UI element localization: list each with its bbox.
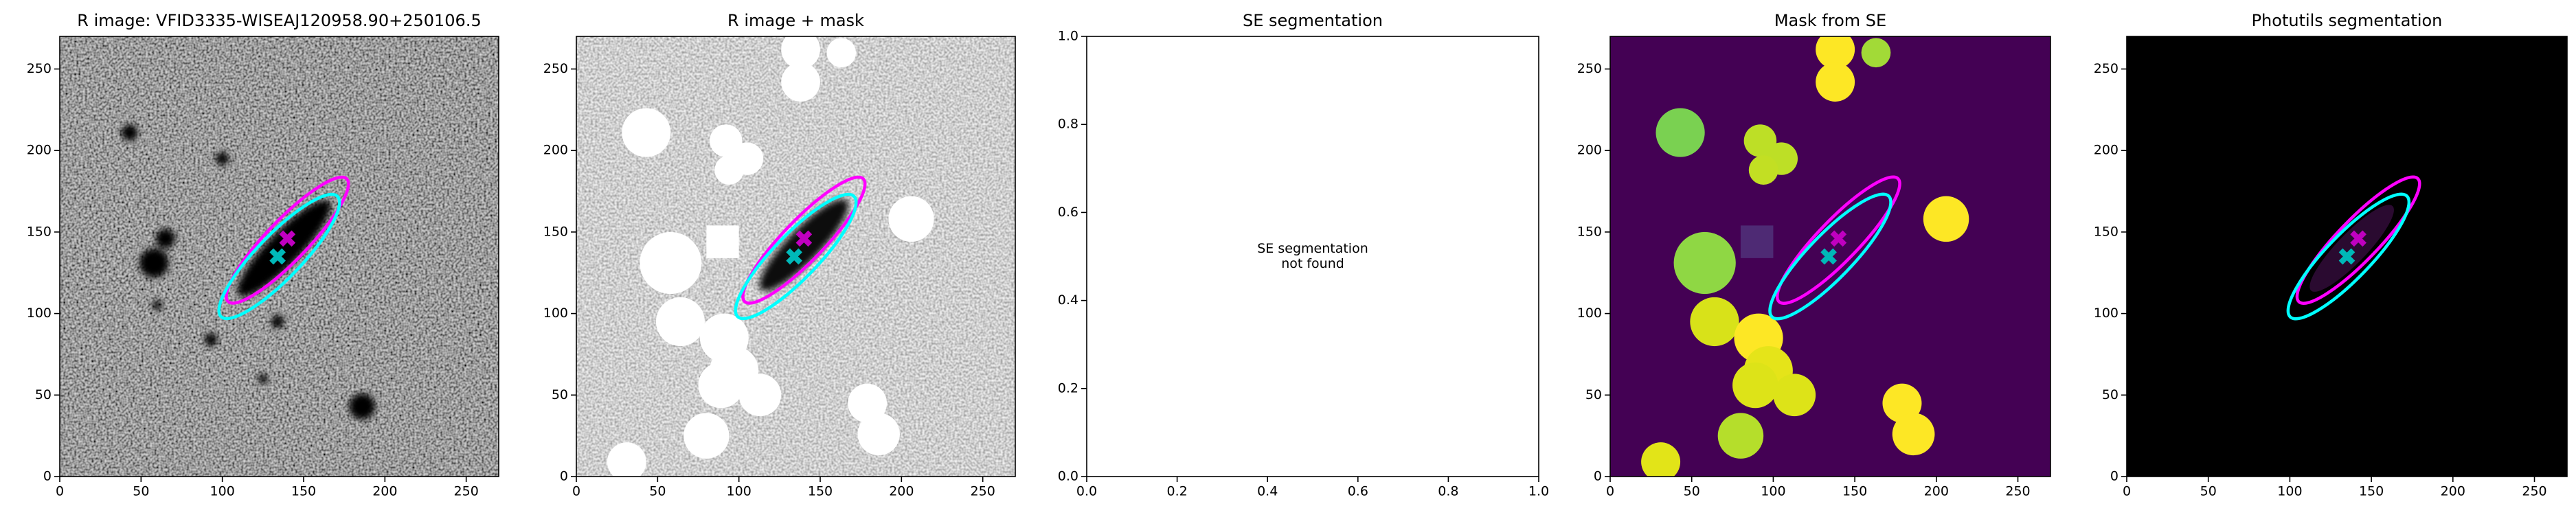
x-tick-label: 100	[210, 484, 235, 499]
y-tick-label: 100	[543, 306, 568, 321]
x-tick-label: 0	[2123, 484, 2131, 499]
y-tick-label: 50	[2102, 387, 2119, 402]
ellipse	[741, 175, 867, 305]
ellipse	[225, 175, 350, 305]
marker	[1830, 230, 1847, 247]
ellipse	[1775, 175, 1901, 306]
y-tick-label: 100	[2094, 306, 2119, 321]
x-tick-label: 0.4	[1257, 484, 1278, 499]
marker	[795, 230, 813, 247]
y-tick-label: 0.4	[1058, 293, 1078, 308]
marker	[2338, 248, 2355, 265]
ellipse	[2286, 192, 2411, 321]
y-tick-label: 50	[1585, 387, 1602, 402]
axes-frame	[59, 36, 499, 477]
y-tick-label: 200	[543, 143, 568, 158]
ellipse	[217, 192, 341, 321]
y-tick-label: 50	[552, 387, 568, 402]
y-tick-label: 250	[27, 61, 52, 76]
x-tick-label: 0	[1606, 484, 1614, 499]
marker	[269, 248, 286, 265]
x-tick-label: 250	[2522, 484, 2546, 499]
x-tick-label: 150	[808, 484, 833, 499]
x-tick-label: 100	[2277, 484, 2302, 499]
y-tick-label: 100	[1577, 306, 1602, 321]
y-tick-label: 0	[43, 469, 52, 484]
y-tick-label: 0.8	[1058, 117, 1078, 132]
y-tick-label: 250	[543, 61, 568, 76]
chart-title: SE segmentation	[1243, 11, 1383, 30]
y-tick-label: 0.6	[1058, 205, 1078, 220]
x-tick-label: 50	[2200, 484, 2217, 499]
y-tick-label: 200	[1577, 143, 1602, 158]
x-tick-label: 150	[291, 484, 316, 499]
chart-title: Mask from SE	[1774, 11, 1886, 30]
y-tick-label: 250	[1577, 61, 1602, 76]
marker	[279, 230, 296, 247]
chart-title: R image + mask	[727, 11, 864, 30]
y-tick-label: 150	[27, 224, 52, 239]
x-tick-label: 250	[971, 484, 995, 499]
y-tick-label: 0	[1594, 469, 1602, 484]
chart-title: R image: VFID3335-WISEAJ120958.90+250106…	[77, 11, 481, 30]
y-tick-label: 200	[27, 143, 52, 158]
y-tick-label: 0.0	[1058, 469, 1078, 484]
ellipse	[734, 192, 858, 321]
y-tick-label: 0	[2110, 469, 2119, 484]
y-tick-label: 0	[560, 469, 568, 484]
x-tick-label: 50	[133, 484, 149, 499]
chart-title: Photutils segmentation	[2252, 11, 2443, 30]
x-tick-label: 0.2	[1166, 484, 1187, 499]
y-tick-label: 200	[2094, 143, 2119, 158]
ellipse	[2295, 175, 2421, 306]
ellipse	[1768, 192, 1893, 321]
x-tick-label: 100	[1761, 484, 1785, 499]
x-tick-label: 150	[1842, 484, 1867, 499]
x-tick-label: 250	[454, 484, 479, 499]
x-tick-label: 0	[572, 484, 580, 499]
marker	[2350, 230, 2366, 247]
x-tick-label: 0.8	[1438, 484, 1458, 499]
x-tick-label: 50	[1684, 484, 1700, 499]
y-tick-label: 50	[35, 387, 52, 402]
marker	[786, 248, 802, 265]
y-tick-label: 1.0	[1058, 29, 1078, 44]
axes-frame	[576, 36, 1016, 477]
x-tick-label: 200	[2441, 484, 2465, 499]
x-tick-label: 200	[889, 484, 914, 499]
y-tick-label: 150	[543, 224, 568, 239]
y-tick-label: 250	[2094, 61, 2119, 76]
x-tick-label: 0	[56, 484, 64, 499]
x-tick-label: 250	[2005, 484, 2030, 499]
x-tick-label: 150	[2359, 484, 2384, 499]
annotation: not found	[1281, 256, 1344, 271]
y-tick-label: 150	[2094, 224, 2119, 239]
x-tick-label: 0.0	[1076, 484, 1097, 499]
axes-frame	[1086, 36, 1539, 477]
x-tick-label: 0.6	[1348, 484, 1368, 499]
x-tick-label: 200	[372, 484, 397, 499]
marker	[1820, 248, 1837, 265]
x-tick-label: 100	[727, 484, 752, 499]
y-tick-label: 0.2	[1058, 380, 1078, 396]
image	[60, 36, 499, 477]
y-tick-label: 100	[27, 306, 52, 321]
axes-frame	[1609, 36, 2051, 477]
x-tick-label: 1.0	[1528, 484, 1549, 499]
axes-frame	[2126, 36, 2568, 477]
x-tick-label: 50	[649, 484, 666, 499]
annotation: SE segmentation	[1257, 241, 1368, 256]
y-tick-label: 150	[1577, 224, 1602, 239]
x-tick-label: 200	[1924, 484, 1949, 499]
